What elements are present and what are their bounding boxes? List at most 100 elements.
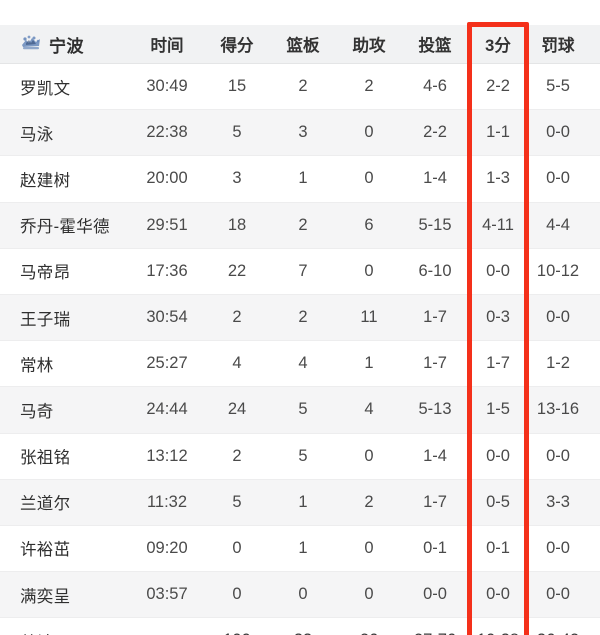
cell-time: 13:12 (130, 433, 204, 480)
cell-pts: 3 (204, 155, 270, 203)
cell-time: 25:27 (130, 340, 204, 388)
cell-player: 乔丹-霍华德 (0, 202, 130, 249)
cell-fg: 1-7 (402, 340, 468, 388)
table-row[interactable]: 马帝昂 17:36 22 7 0 6-10 0-0 10-12 (0, 248, 600, 295)
cell-pts: 18 (204, 202, 270, 249)
ningbo-team-logo-icon (20, 34, 42, 54)
table-row-total[interactable]: 总计 100332627-7610-3836-42 (0, 617, 600, 635)
cell-ft: 5-5 (528, 63, 588, 111)
cell-ft: 3-3 (528, 479, 588, 526)
column-header-freethrow[interactable]: 罚球 (528, 25, 588, 64)
cell-reb: 5 (270, 386, 336, 434)
box-score-table: 宁波 时间 得分 篮板 助攻 投篮 3分 罚球 抢 罗凯文30:4915224-… (0, 25, 600, 635)
column-header-rebounds[interactable]: 篮板 (270, 25, 336, 64)
cell-fg: 5-13 (402, 386, 468, 434)
box-score-table-container: 宁波 时间 得分 篮板 助攻 投篮 3分 罚球 抢 罗凯文30:4915224-… (0, 22, 600, 635)
cell-ast: 26 (336, 617, 402, 635)
cell-fg: 1-4 (402, 155, 468, 203)
cell-tp: 2-2 (468, 63, 528, 111)
cell-time: 29:51 (130, 202, 204, 249)
cell-pts: 100 (204, 617, 270, 635)
cell-player: 许裕茁 (0, 525, 130, 573)
table-row[interactable]: 马奇 24:44 24 5 4 5-13 1-5 13-16 (0, 386, 600, 434)
cell-ast: 4 (336, 386, 402, 434)
column-header-points[interactable]: 得分 (204, 25, 270, 64)
cell-fg: 0-0 (402, 571, 468, 619)
cell-player: 常林 (0, 340, 130, 388)
cell-player: 王子瑞 (0, 294, 130, 342)
cell-ft: 0-0 (528, 571, 588, 619)
cell-tp: 1-5 (468, 386, 528, 434)
cell-player: 兰道尔 (0, 479, 130, 526)
cell-tp: 0-0 (468, 433, 528, 480)
cell-ft: 0-0 (528, 109, 588, 157)
cell-stl (588, 571, 600, 619)
cell-reb: 2 (270, 202, 336, 249)
cell-stl (588, 386, 600, 434)
column-header-assists[interactable]: 助攻 (336, 25, 402, 64)
table-row[interactable]: 乔丹-霍华德 29:51 18 2 6 5-15 4-11 4-4 (0, 202, 600, 249)
table-row[interactable]: 满奕呈 03:57 0 0 0 0-0 0-0 0-0 (0, 571, 600, 619)
cell-fg: 1-7 (402, 294, 468, 342)
table-row[interactable]: 张祖铭 13:12 2 5 0 1-4 0-0 0-0 (0, 433, 600, 480)
cell-stl (588, 294, 600, 342)
cell-time: 22:38 (130, 109, 204, 157)
cell-time (130, 617, 204, 635)
cell-reb: 3 (270, 109, 336, 157)
column-header-fieldgoals[interactable]: 投篮 (402, 25, 468, 64)
cell-tp: 0-5 (468, 479, 528, 526)
cell-fg: 4-6 (402, 63, 468, 111)
cell-ft: 4-4 (528, 202, 588, 249)
column-header-team[interactable]: 宁波 (0, 25, 130, 64)
cell-stl (588, 479, 600, 526)
cell-player: 赵建树 (0, 155, 130, 203)
cell-pts: 2 (204, 433, 270, 480)
cell-stl (588, 433, 600, 480)
table-row[interactable]: 马泳 22:38 5 3 0 2-2 1-1 0-0 (0, 109, 600, 157)
cell-ast: 0 (336, 109, 402, 157)
cell-ast: 0 (336, 571, 402, 619)
table-row[interactable]: 赵建树 20:00 3 1 0 1-4 1-3 0-0 (0, 155, 600, 203)
cell-pts: 24 (204, 386, 270, 434)
cell-ft: 0-0 (528, 155, 588, 203)
cell-time: 17:36 (130, 248, 204, 295)
column-header-threepoint[interactable]: 3分 (468, 25, 528, 64)
cell-ast: 0 (336, 433, 402, 480)
table-row[interactable]: 兰道尔 11:32 5 1 2 1-7 0-5 3-3 (0, 479, 600, 526)
cell-reb: 0 (270, 571, 336, 619)
table-row[interactable]: 王子瑞 30:54 2 2 11 1-7 0-3 0-0 (0, 294, 600, 342)
table-header: 宁波 时间 得分 篮板 助攻 投篮 3分 罚球 抢 (0, 25, 600, 64)
cell-player: 张祖铭 (0, 433, 130, 480)
cell-player: 马帝昂 (0, 248, 130, 295)
top-whitespace (0, 0, 600, 25)
column-header-steals[interactable]: 抢 (588, 25, 600, 64)
cell-ast: 0 (336, 248, 402, 295)
cell-tp: 1-3 (468, 155, 528, 203)
cell-ast: 2 (336, 63, 402, 111)
table-row[interactable]: 许裕茁 09:20 0 1 0 0-1 0-1 0-0 (0, 525, 600, 573)
cell-fg: 6-10 (402, 248, 468, 295)
cell-ft: 36-42 (528, 617, 588, 635)
cell-ast: 0 (336, 525, 402, 573)
column-header-time[interactable]: 时间 (130, 25, 204, 64)
cell-player: 马泳 (0, 109, 130, 157)
cell-pts: 15 (204, 63, 270, 111)
cell-reb: 5 (270, 433, 336, 480)
cell-stl (588, 617, 600, 635)
cell-ft: 0-0 (528, 433, 588, 480)
cell-tp: 0-3 (468, 294, 528, 342)
cell-pts: 22 (204, 248, 270, 295)
cell-stl (588, 109, 600, 157)
cell-tp: 4-11 (468, 202, 528, 249)
cell-ft: 0-0 (528, 294, 588, 342)
cell-fg: 27-76 (402, 617, 468, 635)
table-row[interactable]: 常林 25:27 4 4 1 1-7 1-7 1-2 (0, 340, 600, 388)
cell-pts: 0 (204, 571, 270, 619)
cell-player: 马奇 (0, 386, 130, 434)
table-row[interactable]: 罗凯文 30:49 15 2 2 4-6 2-2 5-5 (0, 63, 600, 111)
cell-pts: 0 (204, 525, 270, 573)
cell-ast: 0 (336, 155, 402, 203)
cell-time: 30:54 (130, 294, 204, 342)
cell-pts: 5 (204, 479, 270, 526)
